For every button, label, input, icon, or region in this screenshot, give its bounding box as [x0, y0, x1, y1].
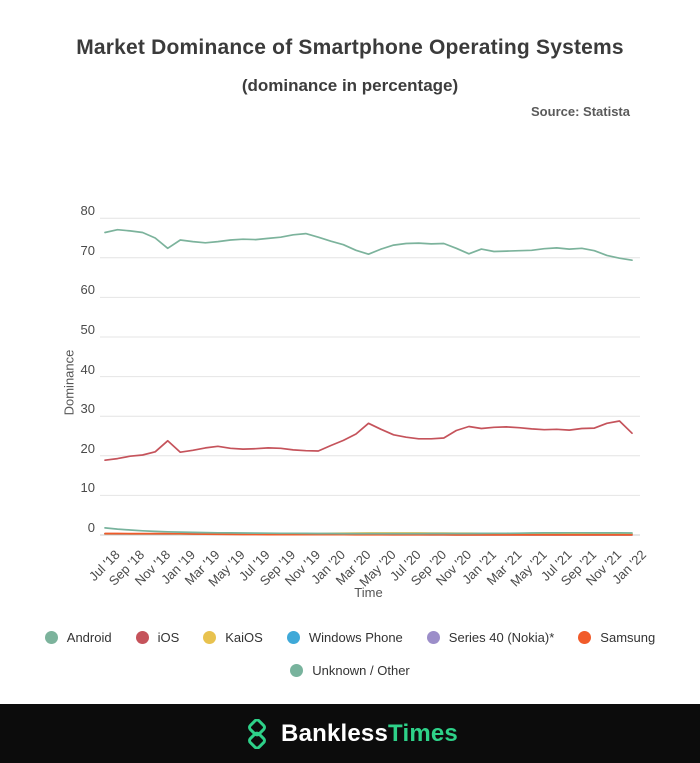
y-tick-label-80: 80	[80, 203, 95, 219]
y-axis-title: Dominance	[61, 349, 77, 416]
footer-bar: BanklessTimes	[0, 704, 700, 763]
legend-item-ios: iOS	[135, 630, 180, 645]
legend-row-1: Android iOS KaiOS Windows Phone Series 40 (N…	[0, 630, 700, 645]
series-line-unknown-other	[104, 527, 633, 535]
brand-bankless: Bankless	[281, 719, 389, 747]
y-tick-label-0: 0	[87, 520, 95, 535]
legend-label-windows-phone: Windows Phone	[308, 630, 403, 645]
legend-dot-samsung	[578, 631, 592, 644]
brand-times: Times	[388, 719, 458, 747]
legend-label-android: Android	[66, 630, 112, 645]
y-tick-label-50: 50	[80, 322, 95, 337]
series-line-ios	[104, 420, 633, 462]
legend-dot-windows-phone	[286, 631, 300, 644]
legend-item-series-40-nokia: Series 40 (Nokia)*	[426, 630, 555, 645]
legend-label-series-40-nokia: Series 40 (Nokia)*	[448, 630, 555, 645]
y-tick-label-70: 70	[80, 242, 95, 258]
legend-dot-android	[44, 631, 58, 644]
legend-item-unknown-other: Unknown / Other	[290, 663, 410, 678]
y-tick-label-20: 20	[80, 440, 95, 456]
legend-row-2: Unknown / Other	[0, 663, 700, 678]
page-title: Market Dominance of Smartphone Operating…	[76, 36, 624, 59]
series-line-android	[104, 228, 633, 262]
legend-item-samsung: Samsung	[578, 630, 655, 645]
chart-subtitle: (dominance in percentage)	[241, 76, 459, 95]
legend-dot-series-40-nokia	[426, 631, 440, 644]
legend-item-windows-phone: Windows Phone	[286, 630, 403, 645]
legend-item-android: Android	[44, 630, 112, 645]
legend-dot-ios	[135, 631, 149, 644]
source-attribution: Source: Statista	[531, 104, 630, 119]
x-axis-title: Time	[354, 585, 383, 600]
legend-label-unknown-other: Unknown / Other	[312, 663, 410, 678]
series-line-samsung	[104, 532, 633, 536]
y-tick-label-40: 40	[80, 361, 95, 377]
bankless-times-logo-icon	[242, 718, 272, 749]
y-tick-label-60: 60	[80, 282, 95, 298]
y-tick-label-10: 10	[80, 480, 95, 496]
legend-item-kaios: KaiOS	[203, 630, 263, 645]
legend-label-ios: iOS	[157, 630, 180, 645]
legend-label-samsung: Samsung	[600, 630, 656, 645]
legend-dot-kaios	[203, 631, 217, 644]
y-tick-label-30: 30	[80, 401, 95, 417]
legend-dot-unknown-other	[290, 664, 304, 677]
brand-name: BanklessTimes	[281, 720, 458, 748]
legend-label-kaios: KaiOS	[225, 630, 263, 645]
